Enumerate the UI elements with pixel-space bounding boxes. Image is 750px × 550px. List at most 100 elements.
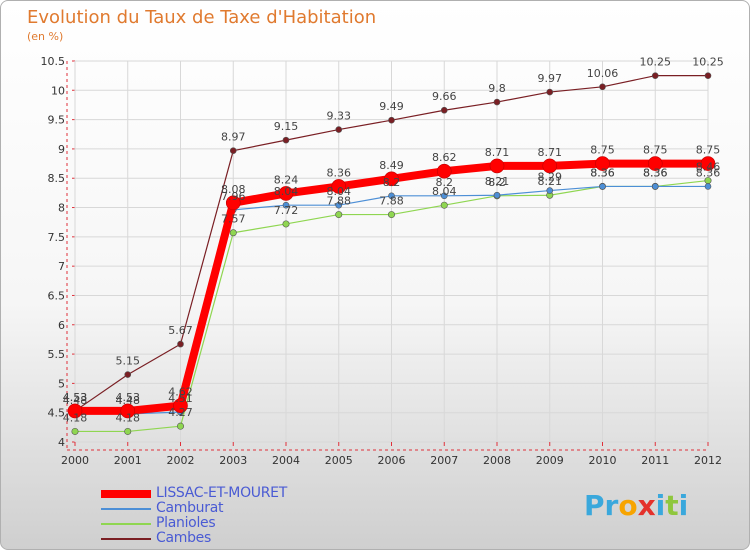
x-tick-label: 2002 bbox=[167, 454, 195, 467]
legend: LISSAC-ET-MOURET Camburat Planioles Cambes bbox=[101, 485, 361, 547]
x-tick-label: 2006 bbox=[378, 454, 406, 467]
data-label: 7.88 bbox=[327, 195, 352, 208]
data-label: 9.8 bbox=[488, 82, 506, 95]
data-point bbox=[647, 156, 663, 171]
data-label: 5.15 bbox=[116, 355, 141, 368]
data-point bbox=[67, 403, 83, 419]
data-label: 9.66 bbox=[432, 90, 457, 103]
brand-letter: t bbox=[665, 489, 679, 522]
data-label: 8.97 bbox=[221, 131, 246, 144]
data-point bbox=[700, 156, 716, 171]
legend-swatch bbox=[101, 508, 151, 510]
y-tick-label: 5.5 bbox=[48, 348, 66, 361]
data-point bbox=[282, 201, 290, 209]
data-point bbox=[704, 72, 712, 79]
legend-label: Planioles bbox=[156, 515, 216, 531]
y-tick-label: 9.5 bbox=[48, 114, 66, 127]
y-tick-label: 7.5 bbox=[48, 231, 66, 244]
data-point bbox=[704, 183, 712, 190]
brand-letter: i bbox=[678, 489, 689, 522]
legend-swatch bbox=[101, 490, 151, 498]
data-point bbox=[388, 192, 395, 200]
data-label: 4.18 bbox=[63, 411, 88, 424]
data-label: 7.72 bbox=[274, 204, 299, 217]
data-point bbox=[384, 171, 399, 187]
data-point bbox=[436, 163, 452, 179]
data-point bbox=[542, 158, 558, 174]
y-tick-label: 6.5 bbox=[48, 289, 66, 302]
data-point bbox=[599, 183, 606, 190]
legend-item: Planioles bbox=[101, 515, 361, 532]
legend-item: Camburat bbox=[101, 500, 361, 517]
y-tick-label: 6 bbox=[58, 319, 65, 332]
data-label: 4.48 bbox=[116, 394, 141, 407]
data-label: 4.27 bbox=[168, 406, 193, 419]
data-label: 8.29 bbox=[538, 171, 563, 184]
data-label: 9.49 bbox=[379, 100, 404, 113]
data-label: 10.06 bbox=[587, 67, 619, 80]
brand-letter: x bbox=[637, 489, 656, 522]
data-label: 5.67 bbox=[168, 324, 193, 337]
y-tick-label: 7 bbox=[58, 260, 65, 273]
legend-label: Cambes bbox=[156, 530, 211, 546]
y-tick-label: 9 bbox=[58, 143, 65, 156]
data-label: 7.57 bbox=[221, 213, 246, 226]
y-tick-label: 4 bbox=[58, 436, 65, 449]
data-point bbox=[546, 88, 554, 96]
y-tick-label: 4.5 bbox=[48, 407, 66, 420]
brand-logo: Proxiti bbox=[584, 489, 688, 522]
data-point bbox=[335, 126, 343, 133]
data-label: 4.48 bbox=[63, 394, 88, 407]
data-point bbox=[651, 72, 659, 79]
y-tick-label: 8 bbox=[58, 202, 65, 215]
data-label: 8.75 bbox=[696, 144, 721, 157]
data-label: 8.75 bbox=[643, 144, 668, 157]
data-point bbox=[440, 106, 448, 114]
x-tick-label: 2008 bbox=[483, 454, 511, 467]
data-label: 4.53 bbox=[63, 391, 88, 404]
data-label: 8.36 bbox=[643, 166, 668, 179]
legend-item: LISSAC-ET-MOURET bbox=[101, 485, 361, 502]
data-point bbox=[489, 158, 505, 174]
chart-title: Evolution du Taux de Taxe d'Habitation bbox=[27, 7, 377, 28]
brand-letter: i bbox=[655, 489, 666, 522]
data-label: 8.04 bbox=[327, 185, 352, 198]
data-label: 8.46 bbox=[696, 161, 721, 174]
data-label: 4.53 bbox=[116, 391, 141, 404]
x-tick-label: 2004 bbox=[272, 454, 300, 467]
data-label: 8.49 bbox=[379, 159, 404, 172]
data-label: 8.62 bbox=[432, 151, 457, 164]
data-point bbox=[177, 422, 185, 430]
data-point bbox=[546, 187, 554, 194]
data-label: 4.62 bbox=[168, 386, 193, 399]
data-point bbox=[331, 179, 347, 194]
y-axis-unit-label: (en %) bbox=[27, 30, 64, 43]
data-label: 7.88 bbox=[379, 195, 404, 208]
data-label: 8.36 bbox=[327, 166, 352, 179]
data-point bbox=[124, 427, 132, 435]
data-point bbox=[229, 229, 237, 237]
data-label: 9.97 bbox=[538, 72, 563, 85]
data-label: 8.2 bbox=[488, 176, 506, 189]
x-tick-label: 2009 bbox=[536, 454, 564, 467]
x-tick-label: 2001 bbox=[114, 454, 142, 467]
data-point bbox=[493, 98, 501, 106]
data-label: 8.71 bbox=[538, 146, 563, 159]
data-label: 4.51 bbox=[168, 392, 193, 405]
data-label: 9.33 bbox=[327, 110, 352, 123]
x-tick-label: 2000 bbox=[61, 454, 89, 467]
data-label: 8.21 bbox=[485, 175, 510, 188]
data-label: 9.15 bbox=[274, 120, 299, 133]
y-tick-label: 10.5 bbox=[41, 55, 66, 68]
brand-letter: r bbox=[604, 489, 619, 522]
data-point bbox=[282, 220, 290, 228]
data-point bbox=[71, 427, 79, 435]
brand-letter: P bbox=[584, 489, 605, 522]
data-label: 7.96 bbox=[221, 190, 246, 203]
data-point bbox=[595, 156, 610, 171]
data-label: 4.53 bbox=[63, 391, 88, 404]
legend-label: LISSAC-ET-MOURET bbox=[156, 485, 287, 501]
data-label: 8.08 bbox=[221, 183, 246, 196]
y-tick-label: 8.5 bbox=[48, 172, 66, 185]
